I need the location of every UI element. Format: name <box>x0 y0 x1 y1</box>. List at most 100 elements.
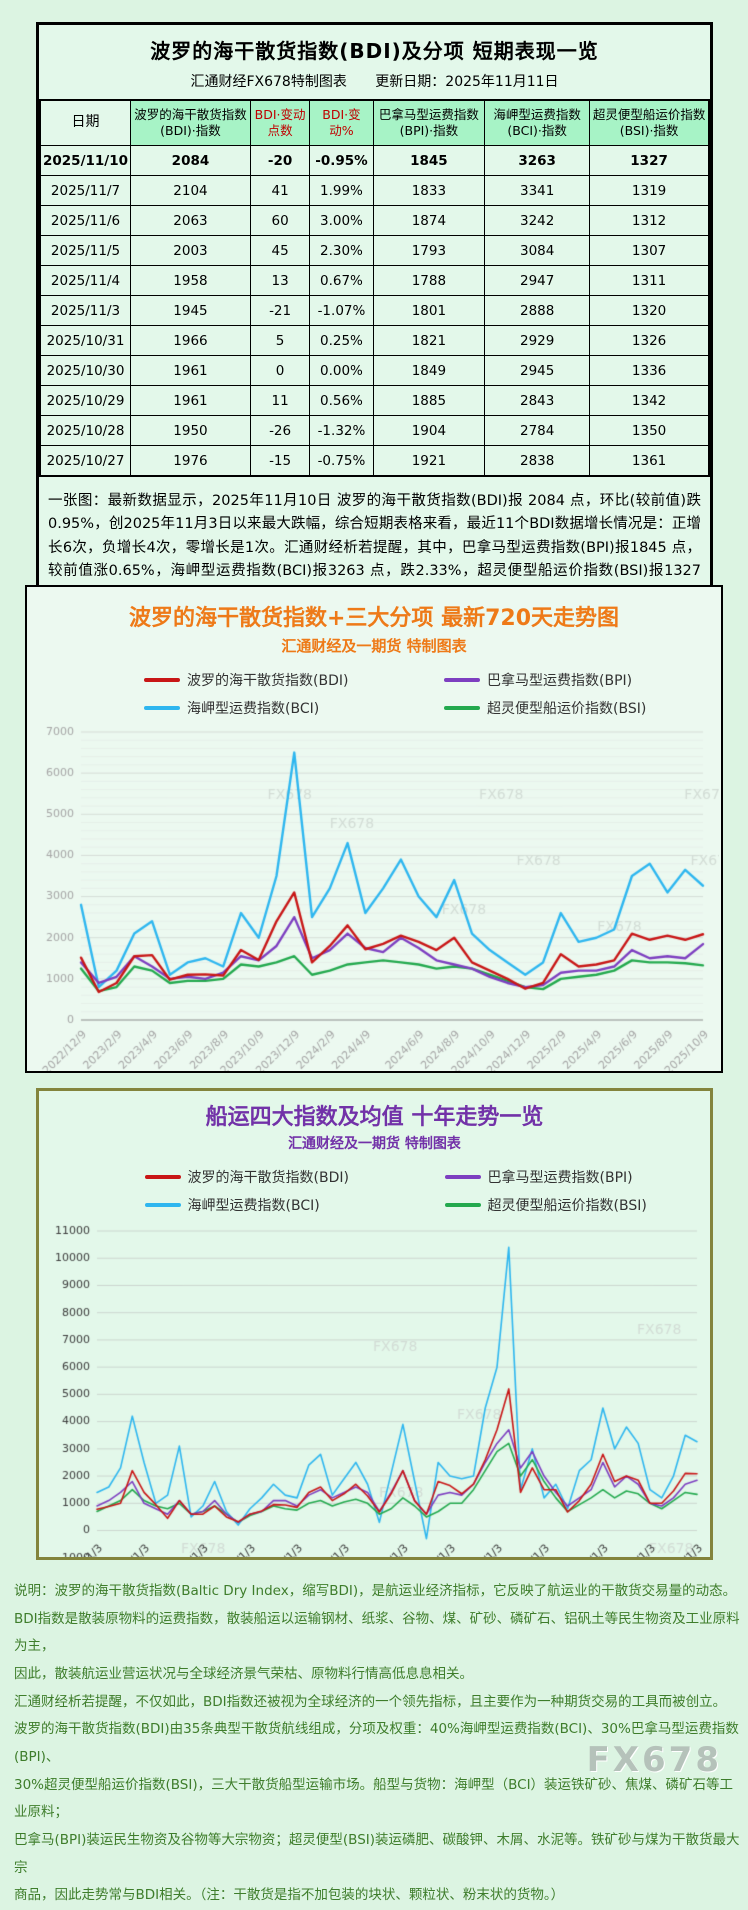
footnote-line: 因此，散装航运业营运状况与全球经济景气荣枯、原物料行情高低息息相关。 <box>14 1666 473 1683</box>
table-cell: 2025/11/7 <box>39 175 132 206</box>
column-header: BDI·变动点数 <box>249 99 311 146</box>
chart-720d-title: 波罗的海干散货指数+三大分项 最新720天走势图 <box>128 606 620 631</box>
legend-item: 巴拿马型运费指数(BPI) <box>375 1163 675 1191</box>
table-cell: 1312 <box>589 205 710 236</box>
legend-label: 巴拿马型运费指数(BPI) <box>487 1170 633 1186</box>
legend-item: 超灵便型船运价指数(BSI) <box>375 1191 675 1219</box>
chart-10y-subtitle: 汇通财经及一期货 特制图表 <box>288 1136 461 1152</box>
table-cell: 1958 <box>130 265 251 296</box>
table-cell: 3263 <box>484 145 591 176</box>
table-row: 2025/10/28 1950 -26 -1.32% 1904 2784 1350 <box>39 415 710 446</box>
footnote-line: 商品，因此走势常与BDI相关。（注：干散货是指不加包装的块状、颗粒状、粉末状的货… <box>14 1887 565 1904</box>
short-term-panel: 波罗的海干散货指数(BDI)及分项 短期表现一览 汇通财经FX678特制图表 更… <box>36 22 713 646</box>
table-cell: 1961 <box>130 355 251 386</box>
table-cell: 2003 <box>130 235 251 266</box>
table-cell: 2025/10/27 <box>39 445 132 477</box>
table-cell: 1961 <box>130 385 251 416</box>
legend-label: 海岬型运费指数(BCI) <box>187 1198 320 1214</box>
table-cell: 1921 <box>372 445 486 477</box>
legend-line-icon <box>144 1203 181 1207</box>
table-cell: 0 <box>249 355 311 386</box>
table-cell: 2104 <box>130 175 251 206</box>
bdi-table: 日期 波罗的海干散货指数(BDI)·指数 BDI·变动点数 BDI·变动% 巴拿马型运费… <box>39 99 710 477</box>
table-cell: 1845 <box>372 145 486 176</box>
legend-label: 超灵便型船运价指数(BSI) <box>487 1198 647 1214</box>
table-row: 2025/11/6 2063 60 3.00% 1874 3242 1312 <box>39 205 710 236</box>
chart-720d-canvas <box>29 724 719 1071</box>
table-cell: 1326 <box>589 325 710 356</box>
chart-10y-canvas <box>40 1221 709 1557</box>
table-cell: 1793 <box>372 235 486 266</box>
table-cell: 2025/10/31 <box>39 325 132 356</box>
table-cell: 1904 <box>372 415 486 446</box>
chart-720d-legend: 波罗的海干散货指数(BDI) 巴拿马型运费指数(BPI) 海岬型运费指数(BCI) 超… <box>74 666 674 722</box>
table-cell: 11 <box>249 385 311 416</box>
table-cell: 2947 <box>484 265 591 296</box>
table-cell: 2025/10/28 <box>39 415 132 446</box>
legend-label: 超灵便型船运价指数(BSI) <box>487 701 647 717</box>
table-cell: 1788 <box>372 265 486 296</box>
table-cell: 3084 <box>484 235 591 266</box>
fx678-watermark: FX678 <box>586 1740 722 1780</box>
table-row: 2025/11/10 2084 -20 -0.95% 1845 3263 1327 <box>39 145 710 176</box>
page-title: 波罗的海干散货指数(BDI)及分项 短期表现一览 <box>150 39 599 63</box>
legend-label: 海岬型运费指数(BCI) <box>187 701 320 717</box>
table-cell: 13 <box>249 265 311 296</box>
legend-line-icon <box>444 1203 481 1207</box>
table-cell: -1.07% <box>309 295 374 326</box>
table-cell: 60 <box>249 205 311 236</box>
table-row: 2025/10/30 1961 0 0.00% 1849 2945 1336 <box>39 355 710 386</box>
table-cell: 3.00% <box>309 205 374 236</box>
table-cell: 5 <box>249 325 311 356</box>
legend-label: 波罗的海干散货指数(BDI) <box>187 1170 349 1186</box>
table-cell: -0.75% <box>309 445 374 477</box>
table-cell: 1319 <box>589 175 710 206</box>
update-date: 更新日期：2025年11月11日 <box>375 74 559 90</box>
footnote-line: BDI指数是散装原物料的运费指数，散装船运以运输钢材、纸浆、谷物、煤、矿砂、磷矿… <box>14 1610 740 1655</box>
table-cell: 1821 <box>372 325 486 356</box>
table-cell: 1833 <box>372 175 486 206</box>
table-cell: 0.67% <box>309 265 374 296</box>
table-cell: 2063 <box>130 205 251 236</box>
table-cell: -21 <box>249 295 311 326</box>
legend-line-icon <box>444 678 480 682</box>
table-cell: 1327 <box>589 145 710 176</box>
table-cell: 2025/11/4 <box>39 265 132 296</box>
table-cell: 1976 <box>130 445 251 477</box>
footnote-line: 30%超灵便型船运价指数(BSI)，三大干散货船型运输市场。船型与货物：海岬型（… <box>14 1776 734 1821</box>
table-cell: 1966 <box>130 325 251 356</box>
table-cell: 0.56% <box>309 385 374 416</box>
table-cell: 3341 <box>484 175 591 206</box>
table-row: 2025/10/31 1966 5 0.25% 1821 2929 1326 <box>39 325 710 356</box>
table-cell: 2025/11/6 <box>39 205 132 236</box>
column-header: 日期 <box>39 99 132 146</box>
table-row: 2025/11/5 2003 45 2.30% 1793 3084 1307 <box>39 235 710 266</box>
table-cell: 1801 <box>372 295 486 326</box>
chart-720d-subtitle: 汇通财经及一期货 特制图表 <box>281 637 467 655</box>
table-cell: 1307 <box>589 235 710 266</box>
source-label: 汇通财经FX678特制图表 <box>190 74 347 90</box>
legend-item: 波罗的海干散货指数(BDI) <box>74 666 374 694</box>
legend-line-icon <box>444 706 480 710</box>
table-cell: 1950 <box>130 415 251 446</box>
table-cell: 1350 <box>589 415 710 446</box>
table-cell: 1885 <box>372 385 486 416</box>
legend-line-icon <box>144 706 180 710</box>
table-cell: 1.99% <box>309 175 374 206</box>
footnote-line: 波罗的海干散货指数(BDI)由35条典型干散货航线组成，分项及权重：40%海岬型… <box>14 1721 739 1766</box>
column-header: BDI·变动% <box>309 99 374 146</box>
table-cell: 2025/11/3 <box>39 295 132 326</box>
column-header: 海岬型运费指数(BCI)·指数 <box>484 99 591 146</box>
table-row: 2025/11/7 2104 41 1.99% 1833 3341 1319 <box>39 175 710 206</box>
table-cell: 1945 <box>130 295 251 326</box>
footnote-line: 说明：波罗的海干散货指数(Baltic Dry Index，缩写BDI)，是航运… <box>14 1583 737 1599</box>
table-row: 2025/10/27 1976 -15 -0.75% 1921 2838 1361 <box>39 445 710 477</box>
bdi-table-head: 日期 波罗的海干散货指数(BDI)·指数 BDI·变动点数 BDI·变动% 巴拿马型运费… <box>39 99 710 146</box>
legend-item: 海岬型运费指数(BCI) <box>74 694 374 722</box>
table-cell: 3242 <box>484 205 591 236</box>
column-header: 超灵便型船运价指数(BSI)·指数 <box>589 99 710 146</box>
table-cell: 1361 <box>589 445 710 477</box>
table-cell: 1320 <box>589 295 710 326</box>
table-cell: -1.32% <box>309 415 374 446</box>
legend-line-icon <box>444 1175 481 1179</box>
